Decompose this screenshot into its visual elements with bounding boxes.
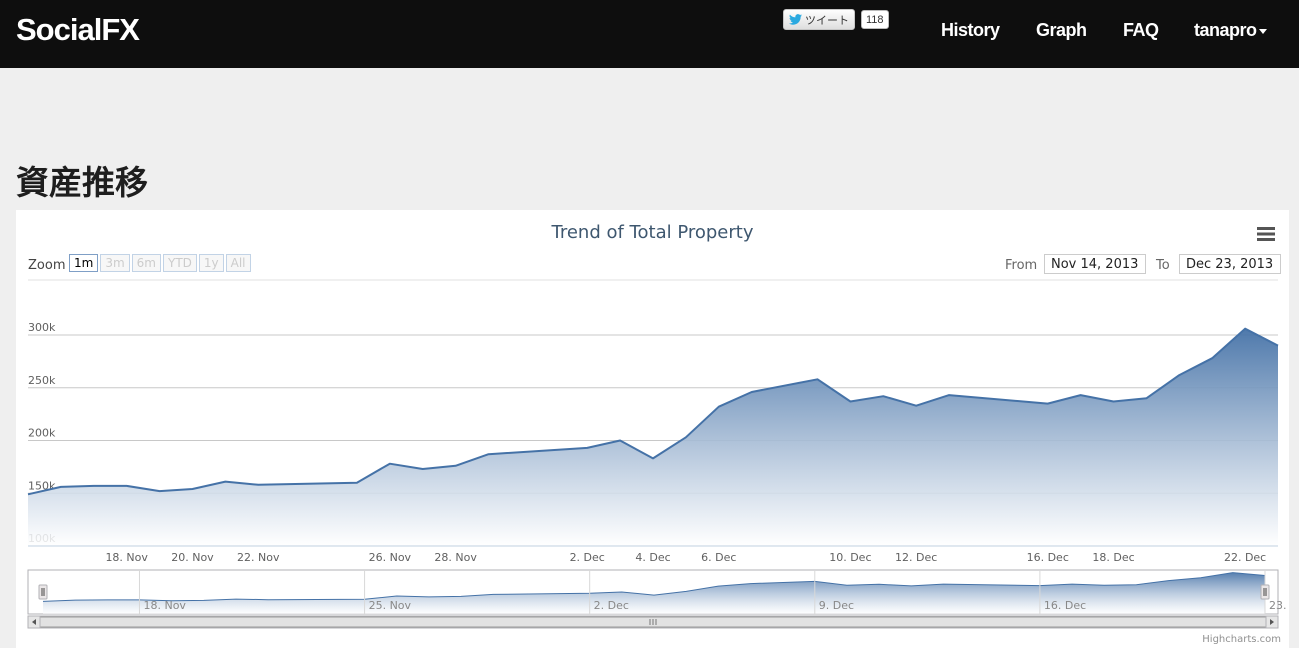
- y-tick-label: 100k: [28, 532, 56, 545]
- navigator-series-area: [43, 572, 1265, 614]
- x-tick-label: 10. Dec: [829, 551, 871, 564]
- navigator-tick-label: 23. Dec: [1269, 599, 1289, 612]
- twitter-bird-icon: [789, 14, 802, 25]
- zoom-1y-button[interactable]: 1y: [198, 254, 224, 272]
- to-label: To: [1156, 258, 1170, 273]
- x-tick-label: 18. Nov: [105, 551, 148, 564]
- nav-history[interactable]: History: [941, 20, 1000, 40]
- x-tick-label: 20. Nov: [171, 551, 214, 564]
- navigator-tick-label: 16. Dec: [1044, 599, 1086, 612]
- zoom-all-button[interactable]: All: [225, 254, 251, 272]
- caret-down-icon: [1258, 29, 1267, 34]
- x-tick-label: 4. Dec: [635, 551, 670, 564]
- from-label: From: [1005, 258, 1038, 273]
- series-line: [27, 327, 1279, 496]
- navigator-tick-label: 2. Dec: [594, 599, 629, 612]
- chart-area: 100k 150k 200k 250k 300k 18. Nov 20. Nov 22. No…: [27, 279, 1289, 629]
- tweet-widget: ツイート 118: [783, 9, 889, 30]
- top-navbar: SocialFX ツイート 118 History Graph FAQ tana…: [0, 0, 1299, 68]
- y-tick-label: 300k: [28, 321, 56, 334]
- chart-menu-icon[interactable]: [1256, 226, 1276, 242]
- user-name: tanapro: [1194, 20, 1257, 40]
- tweet-button[interactable]: ツイート: [783, 9, 855, 30]
- x-tick-label: 6. Dec: [701, 551, 736, 564]
- navigator-series-line: [42, 572, 1266, 602]
- zoom-3m-button[interactable]: 3m: [100, 254, 130, 272]
- nav-faq[interactable]: FAQ: [1123, 20, 1159, 40]
- navigator-tick-label: 9. Dec: [819, 599, 854, 612]
- scroll-right-button[interactable]: [1265, 615, 1279, 629]
- y-tick-label: 250k: [28, 374, 56, 387]
- highcharts-credits[interactable]: Highcharts.com: [1202, 634, 1281, 645]
- navigator-left-handle[interactable]: [38, 584, 48, 600]
- tweet-label: ツイート: [805, 14, 849, 27]
- x-tick-label: 22. Dec: [1224, 551, 1266, 564]
- brand-logo[interactable]: SocialFX: [16, 12, 140, 47]
- zoom-label: Zoom: [28, 258, 66, 273]
- x-tick-label: 22. Nov: [237, 551, 280, 564]
- chart-panel: Trend of Total Property Zoom 1m 3m 6m YT…: [16, 210, 1289, 648]
- chart-title: Trend of Total Property: [551, 222, 754, 243]
- navigator-frame: [27, 569, 1279, 615]
- x-tick-label: 28. Nov: [434, 551, 477, 564]
- y-tick-label: 200k: [28, 427, 56, 440]
- from-date-input[interactable]: Nov 14, 2013: [1044, 254, 1146, 274]
- y-tick-label: 150k: [28, 479, 56, 492]
- x-tick-label: 16. Dec: [1027, 551, 1069, 564]
- series-area: [28, 328, 1278, 546]
- zoom-buttons: 1m 3m 6m YTD 1y All: [69, 254, 251, 272]
- scrollbar-thumb[interactable]: [39, 616, 1267, 628]
- user-menu[interactable]: tanapro: [1194, 20, 1267, 41]
- navigator-tick-label: 18. Nov: [143, 599, 186, 612]
- navigator-right-handle[interactable]: [1260, 584, 1270, 600]
- scrollbar-track[interactable]: [27, 615, 1279, 629]
- x-tick-label: 18. Dec: [1092, 551, 1134, 564]
- x-tick-label: 26. Nov: [369, 551, 412, 564]
- page-title: 資産推移: [16, 163, 148, 202]
- nav-graph[interactable]: Graph: [1036, 20, 1087, 40]
- scroll-left-button[interactable]: [27, 615, 41, 629]
- zoom-ytd-button[interactable]: YTD: [162, 254, 197, 272]
- navigator-tick-label: 25. Nov: [369, 599, 412, 612]
- zoom-6m-button[interactable]: 6m: [131, 254, 161, 272]
- zoom-1m-button[interactable]: 1m: [69, 254, 99, 272]
- x-tick-label: 2. Dec: [570, 551, 605, 564]
- tweet-count: 118: [861, 10, 889, 29]
- x-tick-label: 12. Dec: [895, 551, 937, 564]
- to-date-input[interactable]: Dec 23, 2013: [1179, 254, 1281, 274]
